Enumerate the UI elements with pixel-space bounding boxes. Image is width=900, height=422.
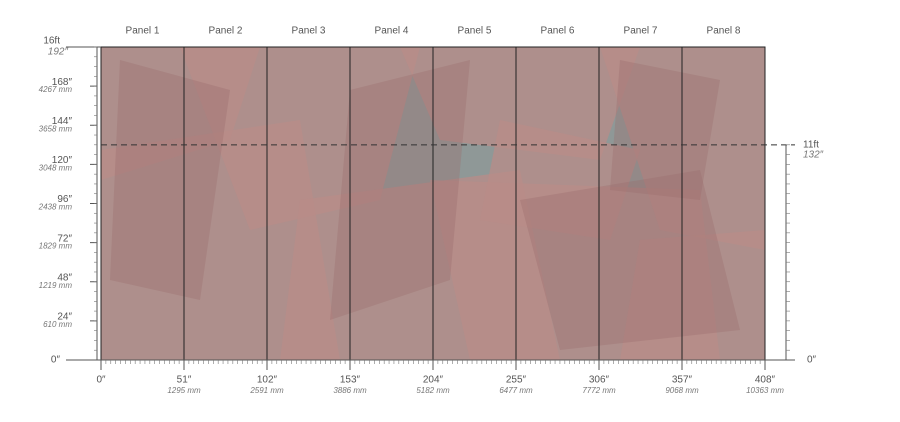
- ruler-ft: 11ft: [803, 139, 819, 150]
- wall-pattern: [101, 47, 765, 360]
- ruler-mm: 4267 mm: [39, 85, 73, 94]
- shape: [610, 60, 720, 200]
- ruler-zero: 0″: [96, 375, 106, 386]
- ruler-mm: 3658 mm: [39, 124, 73, 133]
- panel-label: Panel 8: [707, 26, 741, 37]
- ruler-mm: 10363 mm: [746, 386, 784, 395]
- shape: [330, 60, 470, 320]
- ruler-in: 168″: [52, 77, 73, 88]
- ruler-mm: 7772 mm: [582, 386, 616, 395]
- ruler-in: 408″: [755, 375, 776, 386]
- ruler-in: 204″: [423, 375, 444, 386]
- panel-label: Panel 2: [209, 26, 243, 37]
- ruler-zero: 0″: [51, 355, 61, 366]
- ruler-mm: 610 mm: [43, 320, 72, 329]
- ruler-mm: 3886 mm: [333, 386, 367, 395]
- ruler-in: 72″: [57, 233, 72, 244]
- panel-label: Panel 1: [126, 26, 160, 37]
- shape: [400, 47, 640, 160]
- shape: [180, 47, 420, 230]
- ruler-in: 96″: [57, 194, 72, 205]
- ruler-in: 306″: [589, 375, 610, 386]
- ruler-ft: 16ft: [43, 36, 60, 47]
- ruler-in: 192″: [48, 47, 69, 58]
- panel-label: Panel 7: [624, 26, 658, 37]
- shape: [480, 120, 640, 240]
- ruler-mm: 2591 mm: [249, 386, 284, 395]
- ruler-in: 24″: [57, 312, 72, 323]
- ruler-mm: 1295 mm: [167, 386, 201, 395]
- panel-label: Panel 4: [375, 26, 409, 37]
- ruler-mm: 2438 mm: [38, 203, 73, 212]
- ruler-in: 120″: [52, 155, 73, 166]
- ruler-in: 357″: [672, 375, 693, 386]
- ruler-in: 255″: [506, 375, 527, 386]
- panel-label: Panel 3: [292, 26, 326, 37]
- ruler-mm: 6477 mm: [499, 386, 533, 395]
- ruler-mm: 3048 mm: [39, 163, 73, 172]
- ruler-mm: 1219 mm: [39, 281, 73, 290]
- ruler-in: 153″: [340, 375, 361, 386]
- panel-label: Panel 6: [541, 26, 575, 37]
- ruler-zero: 0″: [807, 355, 817, 366]
- shape: [620, 230, 765, 360]
- ruler-in: 102″: [257, 375, 278, 386]
- ruler-in: 48″: [57, 272, 72, 283]
- shape: [520, 170, 740, 350]
- shape: [110, 60, 230, 300]
- panel-label: Panel 5: [458, 26, 492, 37]
- ruler-mm: 1829 mm: [39, 242, 73, 251]
- ruler-in: 144″: [52, 116, 73, 127]
- ruler-in: 51″: [177, 375, 192, 386]
- ruler-mm: 5182 mm: [416, 386, 450, 395]
- ruler-in: 132″: [803, 149, 824, 160]
- ruler-mm: 9068 mm: [665, 386, 699, 395]
